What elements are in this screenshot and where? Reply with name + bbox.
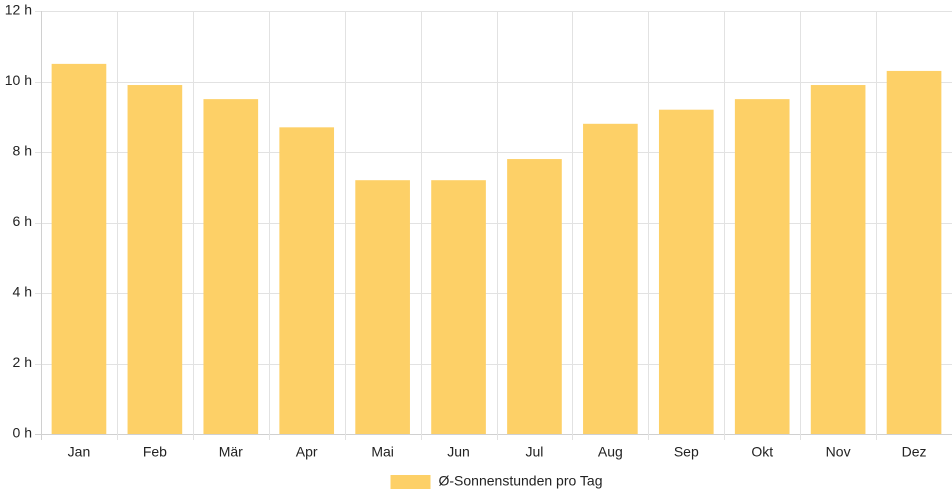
x-tick-label: Okt — [751, 444, 773, 460]
bar-jun[interactable] — [431, 180, 486, 434]
bar-feb[interactable] — [127, 85, 183, 435]
x-tick-label: Jan — [68, 444, 91, 460]
y-tick-label: 0 h — [13, 425, 32, 441]
x-tick-label: Mai — [371, 444, 394, 460]
y-tick-label: 4 h — [13, 284, 32, 300]
legend[interactable]: Ø-Sonnenstunden pro Tag — [390, 473, 603, 489]
bar-dez[interactable] — [886, 70, 942, 435]
x-tick-label: Nov — [826, 444, 851, 460]
bar-mai[interactable] — [355, 180, 410, 434]
bar-apr[interactable] — [279, 127, 335, 434]
legend-label: Ø-Sonnenstunden pro Tag — [439, 473, 603, 489]
bar-nov[interactable] — [810, 85, 866, 435]
x-tick-label: Jun — [447, 444, 470, 460]
x-tick-label: Feb — [143, 444, 167, 460]
axes: 0 h 2 h 4 h 6 h 8 h 10 h 12 h Jan Feb Mär Apr Mai Ju… — [5, 2, 927, 460]
y-tick-label: 10 h — [5, 72, 32, 88]
y-tick-label: 2 h — [13, 354, 32, 370]
bar-sep[interactable] — [658, 109, 714, 434]
y-tick-label: 8 h — [13, 143, 32, 159]
x-tick-label: Sep — [674, 444, 699, 460]
x-tick-label: Jul — [526, 444, 544, 460]
x-tick-label: Apr — [296, 444, 318, 460]
bar-series — [51, 63, 942, 435]
bar-jan[interactable] — [51, 63, 107, 434]
x-tick-label: Mär — [219, 444, 243, 460]
x-tick-label: Aug — [598, 444, 623, 460]
y-tick-label: 6 h — [13, 213, 32, 229]
grid — [35, 11, 952, 440]
bar-jul[interactable] — [507, 159, 562, 435]
bar-okt[interactable] — [734, 99, 790, 434]
x-tick-label: Dez — [902, 444, 927, 460]
bar-mär[interactable] — [203, 99, 259, 434]
y-tick-label: 12 h — [5, 2, 32, 18]
bar-aug[interactable] — [583, 123, 638, 435]
legend-swatch[interactable] — [390, 475, 431, 489]
